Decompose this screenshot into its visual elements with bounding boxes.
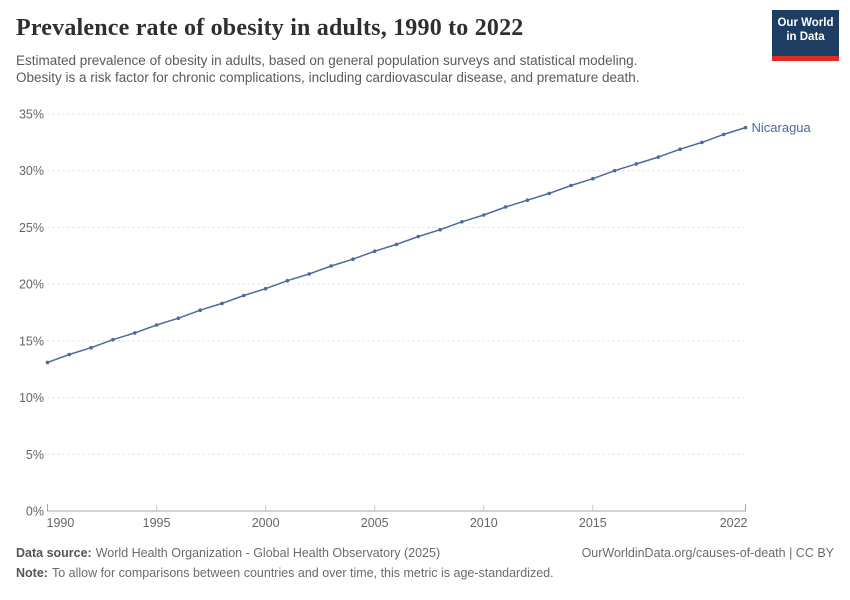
data-point <box>111 337 115 342</box>
data-point <box>329 264 333 268</box>
data-point <box>351 257 355 261</box>
y-axis-tick-label: 25% <box>19 221 44 235</box>
x-axis-tick-label: 2000 <box>252 516 280 530</box>
data-point <box>198 308 202 312</box>
x-axis-tick-label: 1990 <box>47 516 75 530</box>
logo-line-1: Our World <box>777 17 834 29</box>
y-axis-tick-label: 5% <box>26 448 44 462</box>
data-point <box>569 183 573 188</box>
x-axis-tick-label: 2015 <box>579 516 607 530</box>
data-point <box>482 213 486 217</box>
data-point <box>89 345 93 350</box>
data-point <box>634 162 639 166</box>
data-point <box>591 176 595 181</box>
data-point <box>133 331 137 335</box>
data-point <box>285 278 290 283</box>
y-axis-tick-label: 20% <box>19 278 44 292</box>
y-axis-tick-label: 30% <box>19 164 44 178</box>
x-axis-tick-label: 1995 <box>143 516 171 530</box>
data-point <box>700 140 704 145</box>
data-source-label: Data source: <box>16 546 92 560</box>
data-point <box>460 220 464 224</box>
data-point <box>307 272 312 276</box>
data-source-text: World Health Organization - Global Healt… <box>95 546 441 560</box>
note-label: Note: <box>16 566 48 580</box>
chart-header: Prevalence rate of obesity in adults, 19… <box>16 14 766 86</box>
data-source: Data source: World Health Organization - … <box>16 546 440 560</box>
logo-line-2: in Data <box>786 31 825 44</box>
x-axis-tick-label: 2005 <box>361 516 389 530</box>
data-point <box>525 198 530 202</box>
data-point <box>394 242 399 247</box>
page-title: Prevalence rate of obesity in adults, 19… <box>16 15 524 41</box>
x-axis-tick-label: 2010 <box>470 516 498 530</box>
data-point <box>656 155 661 159</box>
credit-link[interactable]: OurWorldinData.org/causes-of-death | CC … <box>581 546 834 560</box>
data-point <box>242 293 246 298</box>
data-point <box>612 168 617 173</box>
note: Note: To allow for comparisons between co… <box>16 566 834 580</box>
data-point <box>547 191 551 196</box>
data-point <box>678 147 682 151</box>
y-axis-tick-label: 0% <box>26 505 44 519</box>
x-axis-tick-label: 2022 <box>720 516 748 530</box>
data-point <box>263 286 268 291</box>
data-point <box>220 301 224 306</box>
data-point <box>438 227 442 232</box>
chart-svg: 0% 5% 10% 15% 20% 25% 30% 35% 1990 1995 2000 2005 20… <box>19 108 812 531</box>
data-point <box>416 234 421 239</box>
chart-footer: Data source: World Health Organization - … <box>16 546 834 580</box>
data-point <box>743 125 748 130</box>
series-end-label: Nicaragua <box>752 120 812 135</box>
y-axis-tick-label: 35% <box>19 108 44 122</box>
note-text: To allow for comparisons between countri… <box>51 566 554 580</box>
data-point <box>503 205 508 209</box>
owid-logo[interactable]: Our World in Data <box>772 10 839 61</box>
data-point <box>67 352 72 357</box>
y-axis-tick-label: 10% <box>19 391 44 405</box>
subtitle-line-2: Obesity is a risk factor for chronic com… <box>16 70 640 86</box>
data-point <box>721 132 726 137</box>
data-point <box>45 360 50 365</box>
data-point <box>176 316 181 320</box>
chart-subtitle: Estimated prevalence of obesity in adult… <box>16 52 756 87</box>
y-axis-tick-label: 15% <box>19 334 44 348</box>
data-point <box>372 249 377 253</box>
data-point <box>154 323 159 327</box>
subtitle-line-1: Estimated prevalence of obesity in adult… <box>16 52 638 68</box>
